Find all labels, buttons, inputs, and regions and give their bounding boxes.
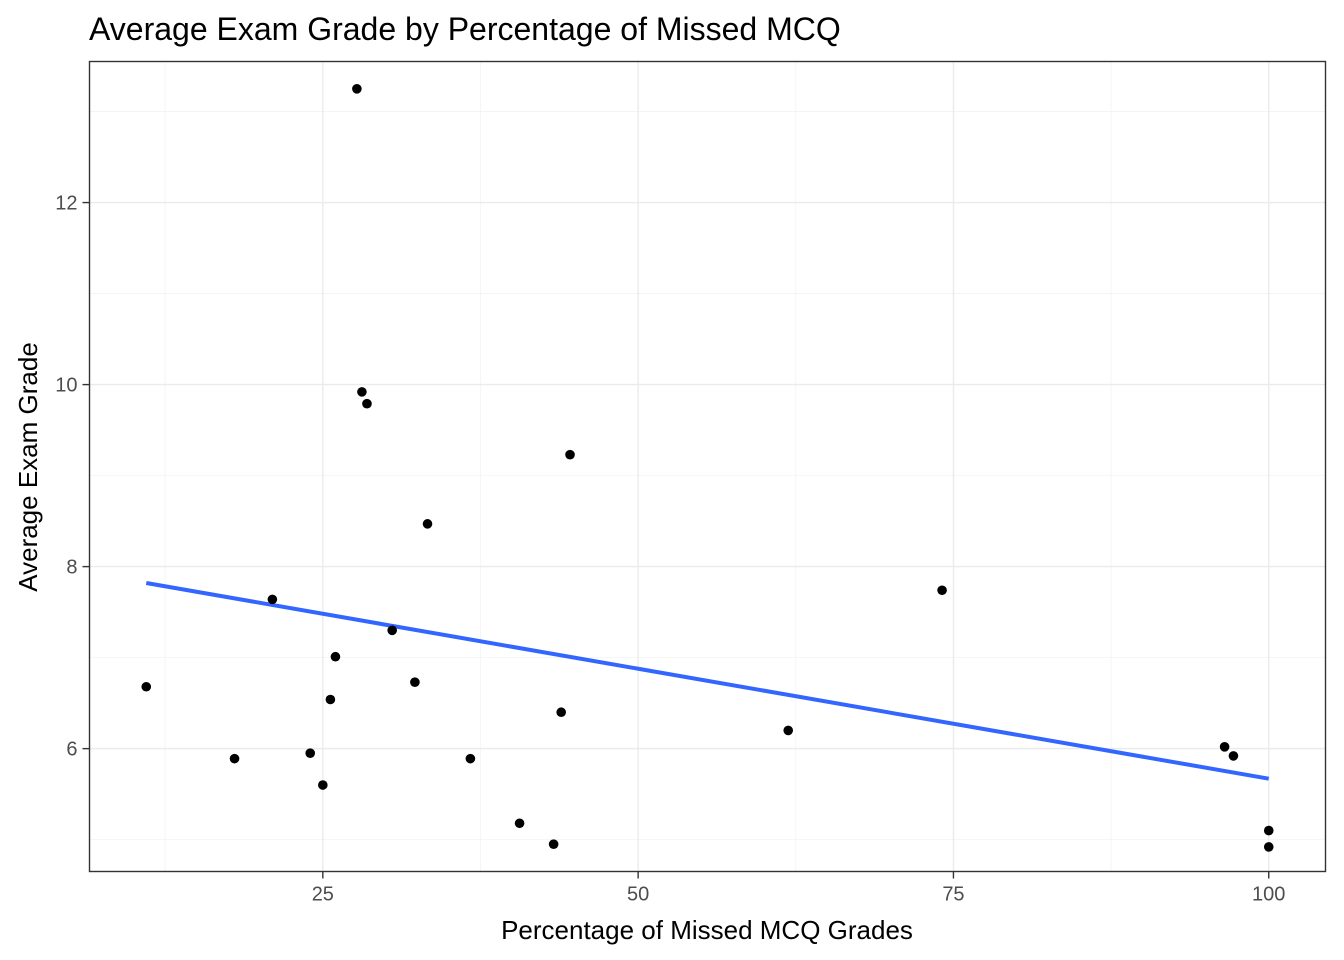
- y-axis-title: Average Exam Grade: [13, 342, 43, 592]
- trend-line: [145, 581, 1270, 781]
- data-point: [410, 677, 420, 687]
- axis-ticks: 25 50 75 100 6 8 10 12: [55, 193, 1285, 906]
- data-point: [362, 398, 372, 409]
- data-point: [330, 651, 341, 662]
- y-tick-label: 8: [66, 557, 77, 579]
- grid: [89, 61, 1326, 872]
- data-point: [387, 625, 397, 636]
- data-point: [305, 748, 316, 758]
- data-point: [422, 519, 433, 529]
- data-point: [937, 585, 947, 596]
- data-point: [1263, 842, 1274, 852]
- data-point: [325, 694, 336, 705]
- data-point: [565, 449, 575, 460]
- data-point: [357, 387, 367, 397]
- chart-title: Average Exam Grade by Percentage of Miss…: [89, 11, 841, 47]
- trendline-group: [145, 581, 1270, 781]
- data-point: [141, 681, 152, 692]
- data-point: [318, 780, 328, 790]
- plot-panel: [88, 60, 1327, 873]
- points-group: [141, 84, 1274, 852]
- x-tick-label: 50: [627, 884, 649, 906]
- x-axis-title: Percentage of Missed MCQ Grades: [501, 915, 913, 945]
- y-tick-label: 12: [55, 193, 77, 215]
- data-point: [783, 725, 794, 736]
- x-tick-label: 75: [942, 884, 964, 906]
- x-tick-label: 25: [312, 884, 334, 906]
- data-point: [229, 753, 240, 764]
- data-point: [267, 594, 278, 605]
- data-point: [1219, 742, 1230, 752]
- data-point: [1228, 751, 1239, 761]
- data-point: [1263, 825, 1274, 836]
- data-point: [465, 753, 476, 764]
- data-point: [548, 839, 559, 849]
- x-tick-label: 100: [1252, 884, 1285, 906]
- data-point: [514, 818, 525, 829]
- data-point: [556, 707, 566, 718]
- data-point: [352, 84, 362, 94]
- y-tick-label: 10: [55, 375, 77, 397]
- y-tick-label: 6: [66, 739, 77, 761]
